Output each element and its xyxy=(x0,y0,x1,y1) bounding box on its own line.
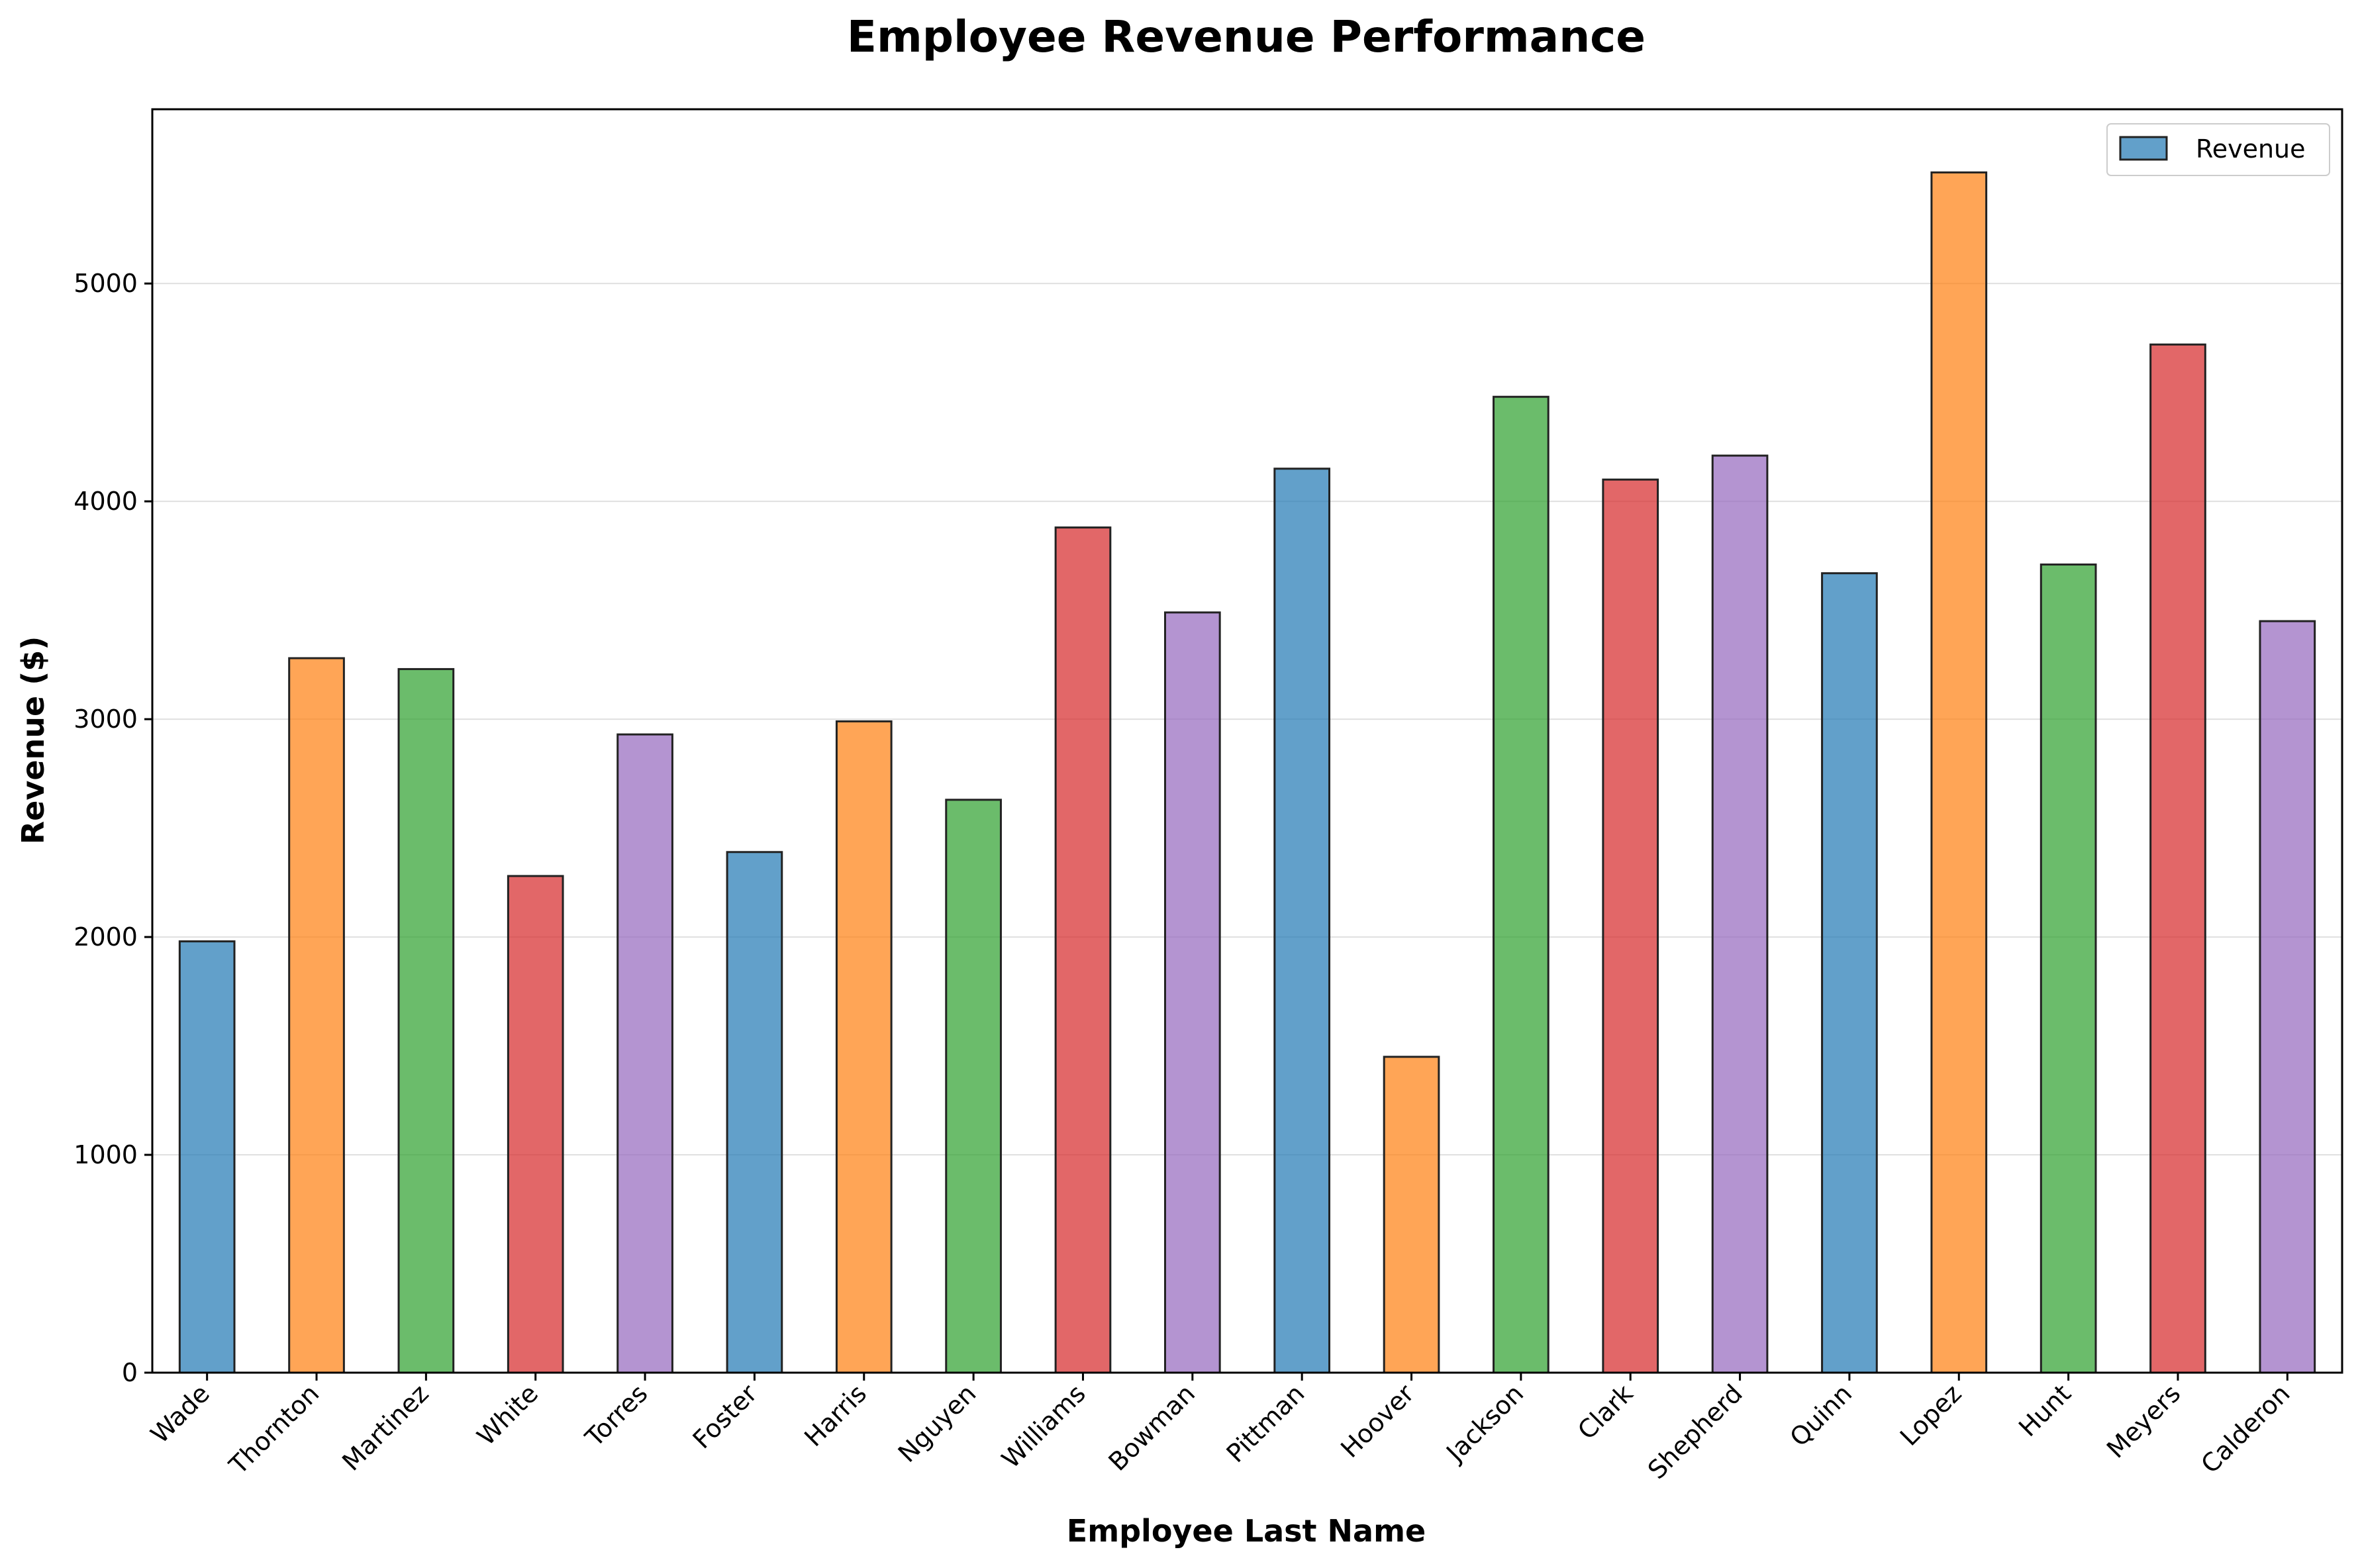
bar-clark xyxy=(1602,478,1659,1374)
bar-shepherd xyxy=(1711,454,1769,1374)
bar-white xyxy=(507,875,564,1374)
chart-title: Employee Revenue Performance xyxy=(847,11,1646,62)
bar-pittman xyxy=(1273,467,1331,1374)
legend: Revenue xyxy=(2106,123,2330,176)
plot-frame xyxy=(151,108,2343,1374)
bar-torres xyxy=(616,733,673,1374)
bar-jackson xyxy=(1493,395,1549,1374)
bar-harris xyxy=(835,720,893,1374)
y-tick-label-3: 3000 xyxy=(74,705,138,734)
y-tick-label-2: 2000 xyxy=(74,922,138,952)
bar-thornton xyxy=(288,657,345,1374)
bar-foster xyxy=(726,851,783,1374)
bar-hunt xyxy=(2040,564,2097,1374)
bar-martinez xyxy=(397,667,455,1374)
legend-swatch xyxy=(2119,136,2168,161)
bar-lopez xyxy=(1930,171,1988,1374)
bar-williams xyxy=(1054,526,1112,1374)
y-tick-label-5: 5000 xyxy=(74,269,138,298)
bar-bowman xyxy=(1163,611,1221,1374)
bar-wade xyxy=(178,940,236,1374)
bar-quinn xyxy=(1821,572,1878,1374)
x-axis-label: Employee Last Name xyxy=(1067,1513,1426,1549)
bar-calderon xyxy=(2259,620,2316,1374)
y-tick-label-0: 0 xyxy=(122,1358,138,1387)
y-tick-label-1: 1000 xyxy=(74,1140,138,1169)
y-axis-ticks: 0 1000 2000 3000 4000 5000 xyxy=(74,269,152,1387)
bar-nguyen xyxy=(945,799,1002,1374)
bar-meyers xyxy=(2149,343,2206,1374)
bar-hoover xyxy=(1383,1055,1440,1374)
bars xyxy=(178,171,2316,1374)
y-axis-label: Revenue ($) xyxy=(15,636,51,845)
y-tick-label-4: 4000 xyxy=(74,487,138,516)
legend-entry-revenue: Revenue xyxy=(2196,134,2306,164)
